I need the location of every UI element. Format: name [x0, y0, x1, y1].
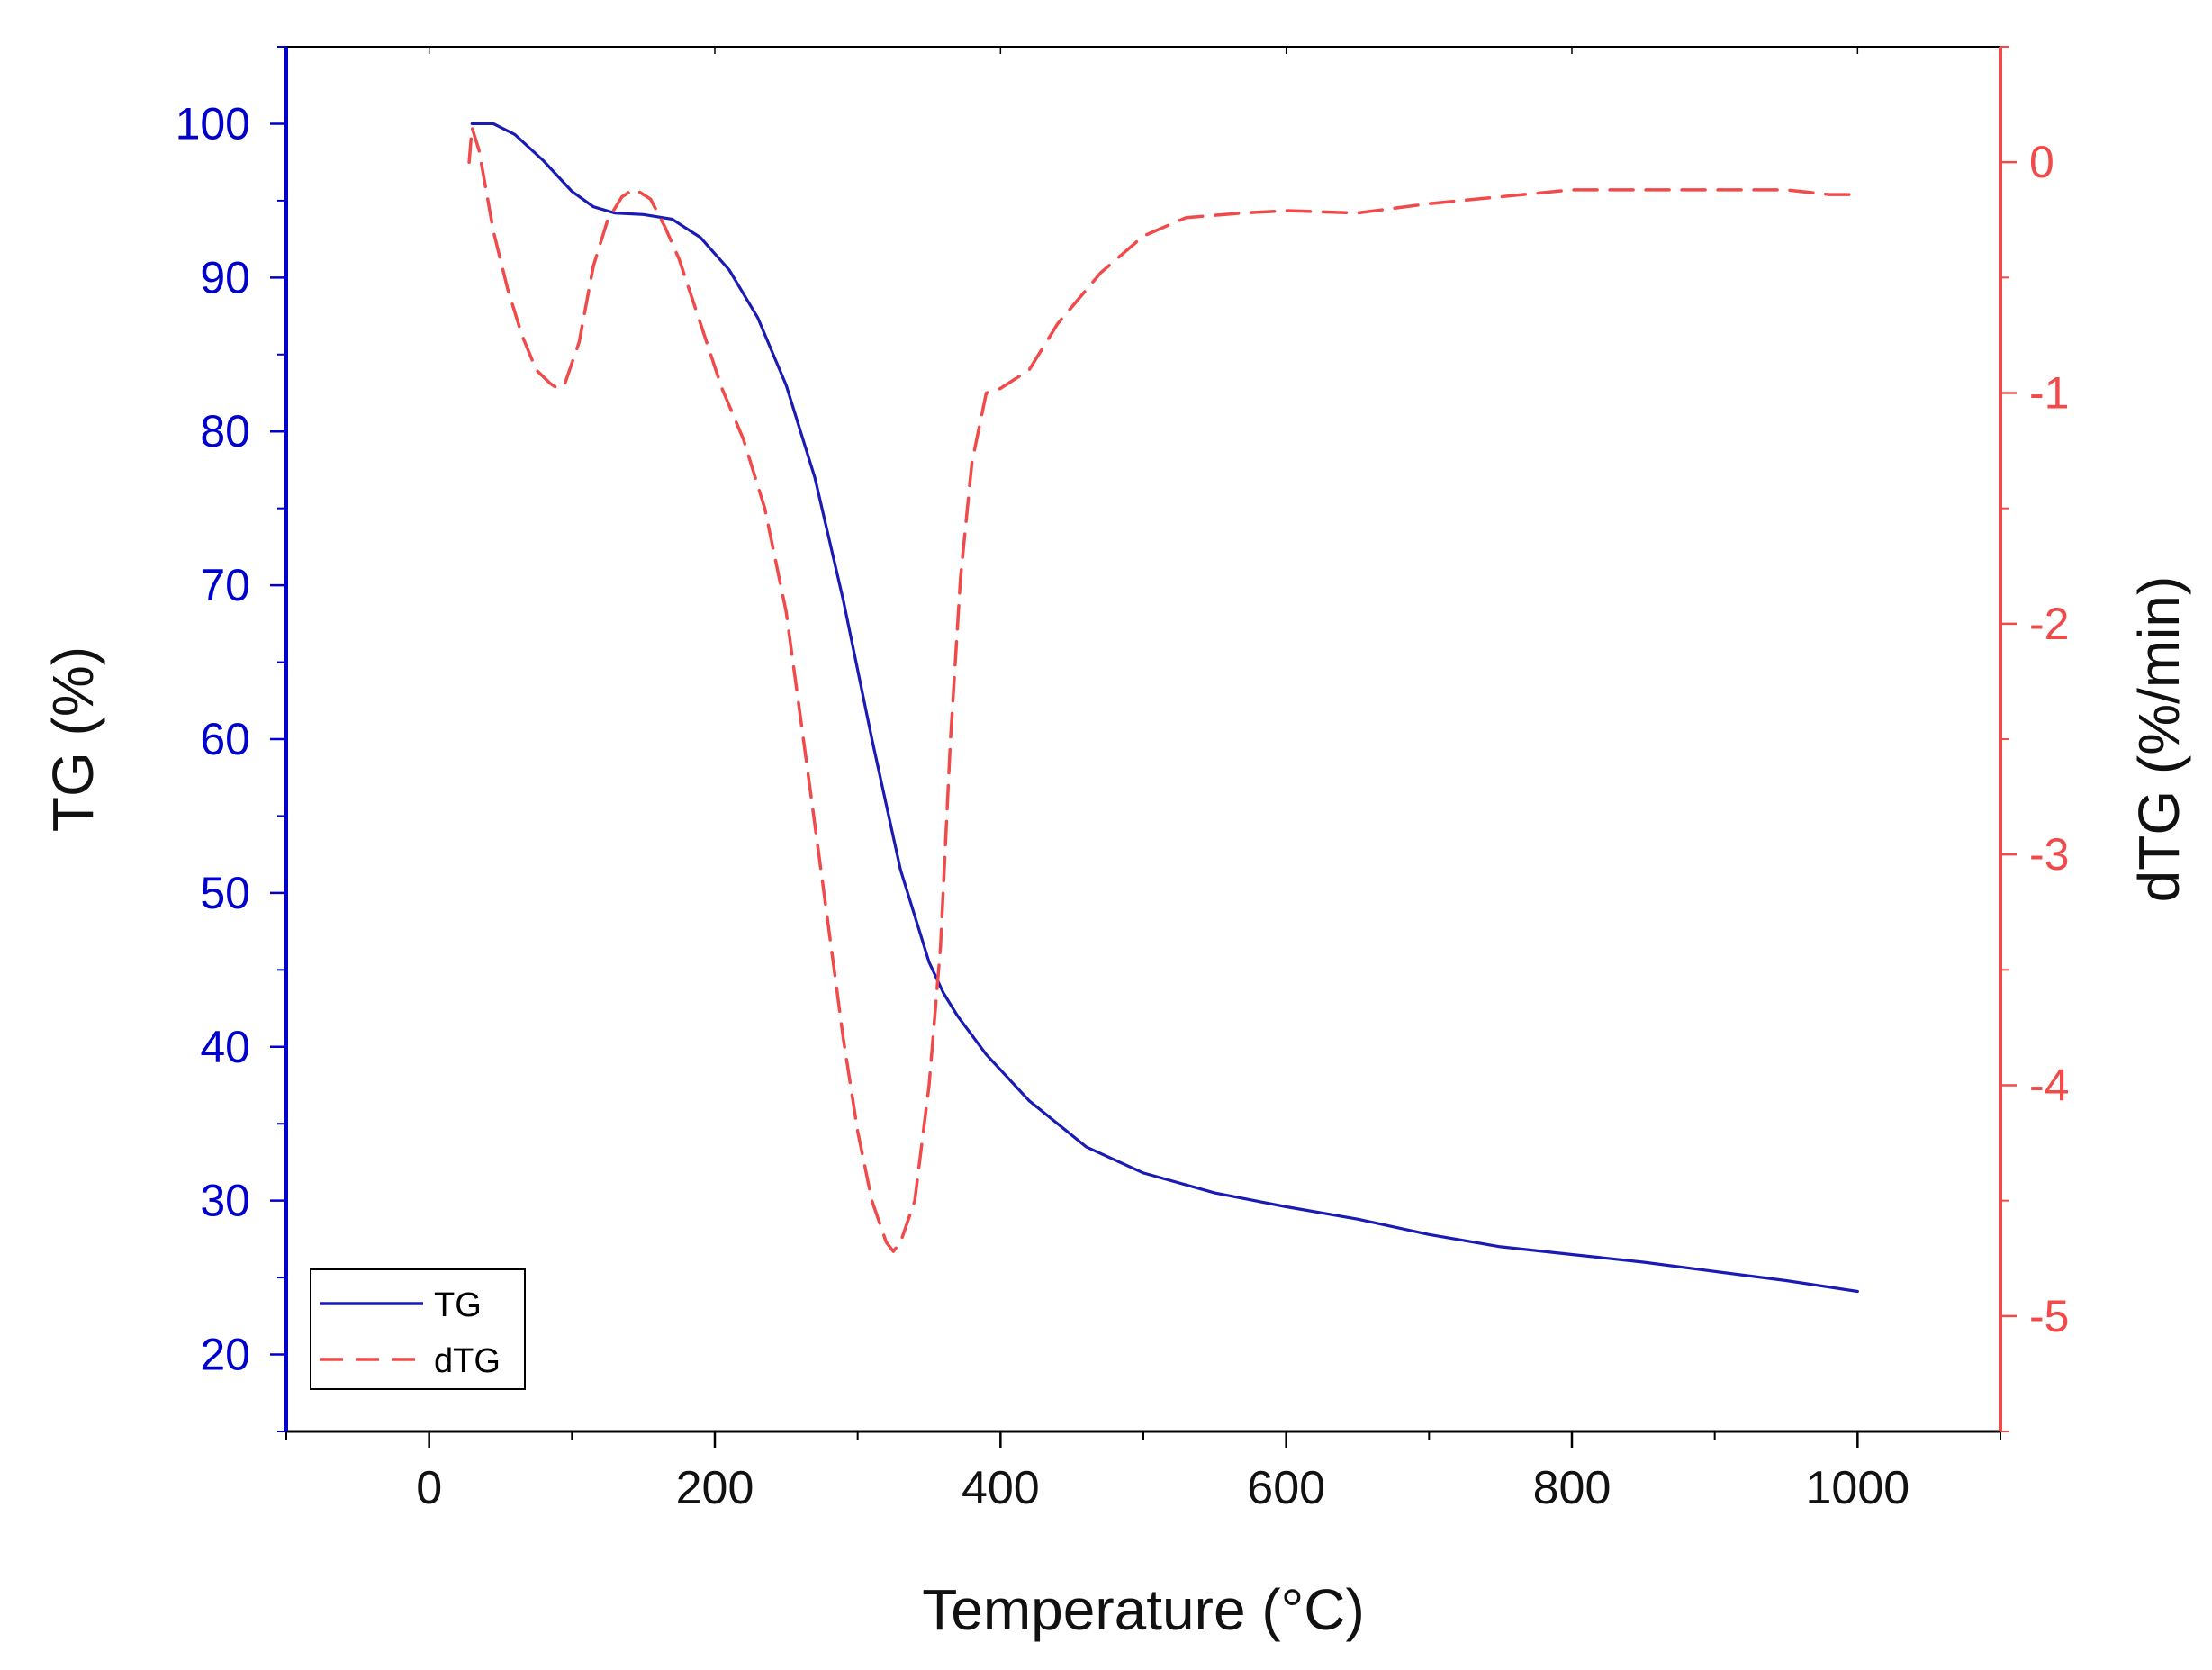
y-left-tick-label: 80: [200, 406, 250, 456]
legend: TG dTG: [310, 1268, 526, 1390]
y-left-tick-label: 50: [200, 868, 250, 918]
y-left-tick-label: 30: [200, 1176, 250, 1226]
y-right-tick-label: 0: [2029, 137, 2054, 187]
y-axis-right-title: dTG (%/min): [2126, 576, 2191, 903]
y-left-tick-label: 100: [176, 98, 250, 149]
y-left-tick-label: 40: [200, 1022, 250, 1072]
x-tick-label: 0: [416, 1462, 442, 1514]
x-axis-title: Temperature (°C): [922, 1577, 1365, 1642]
x-tick-label: 1000: [1805, 1462, 1910, 1514]
y-right-tick-label: -1: [2029, 368, 2069, 419]
y-right-tick-label: -4: [2029, 1061, 2069, 1111]
y-right-tick-label: -5: [2029, 1291, 2069, 1341]
legend-dtg-label: dTG: [434, 1342, 501, 1380]
x-tick-label: 200: [676, 1462, 754, 1514]
y-left-tick-label: 60: [200, 714, 250, 764]
x-tick-label: 400: [962, 1462, 1040, 1514]
series-line-tg: [470, 122, 1859, 1294]
legend-tg-label: TG: [434, 1286, 482, 1324]
x-tick-label: 600: [1247, 1462, 1325, 1514]
legend-box: [310, 1268, 526, 1390]
plot-lines: [467, 122, 1860, 1294]
y-left-tick-label: 90: [200, 252, 250, 302]
y-axis-left: 20 30 40 50 60 70 80 90 100: [176, 46, 286, 1432]
y-axis-left-title: TG (%): [41, 646, 105, 832]
y-right-tick-label: -2: [2029, 599, 2069, 649]
x-tick-label: 800: [1533, 1462, 1612, 1514]
y-axis-right: 0 -1 -2 -3 -4 -5: [2000, 46, 2069, 1432]
y-left-tick-label: 70: [200, 560, 250, 610]
series-line-dtg: [467, 125, 1860, 1253]
x-axis: 0 200 400 600 800 1000: [285, 47, 2001, 1514]
y-left-tick-label: 20: [200, 1330, 250, 1380]
y-right-tick-label: -3: [2029, 829, 2069, 880]
